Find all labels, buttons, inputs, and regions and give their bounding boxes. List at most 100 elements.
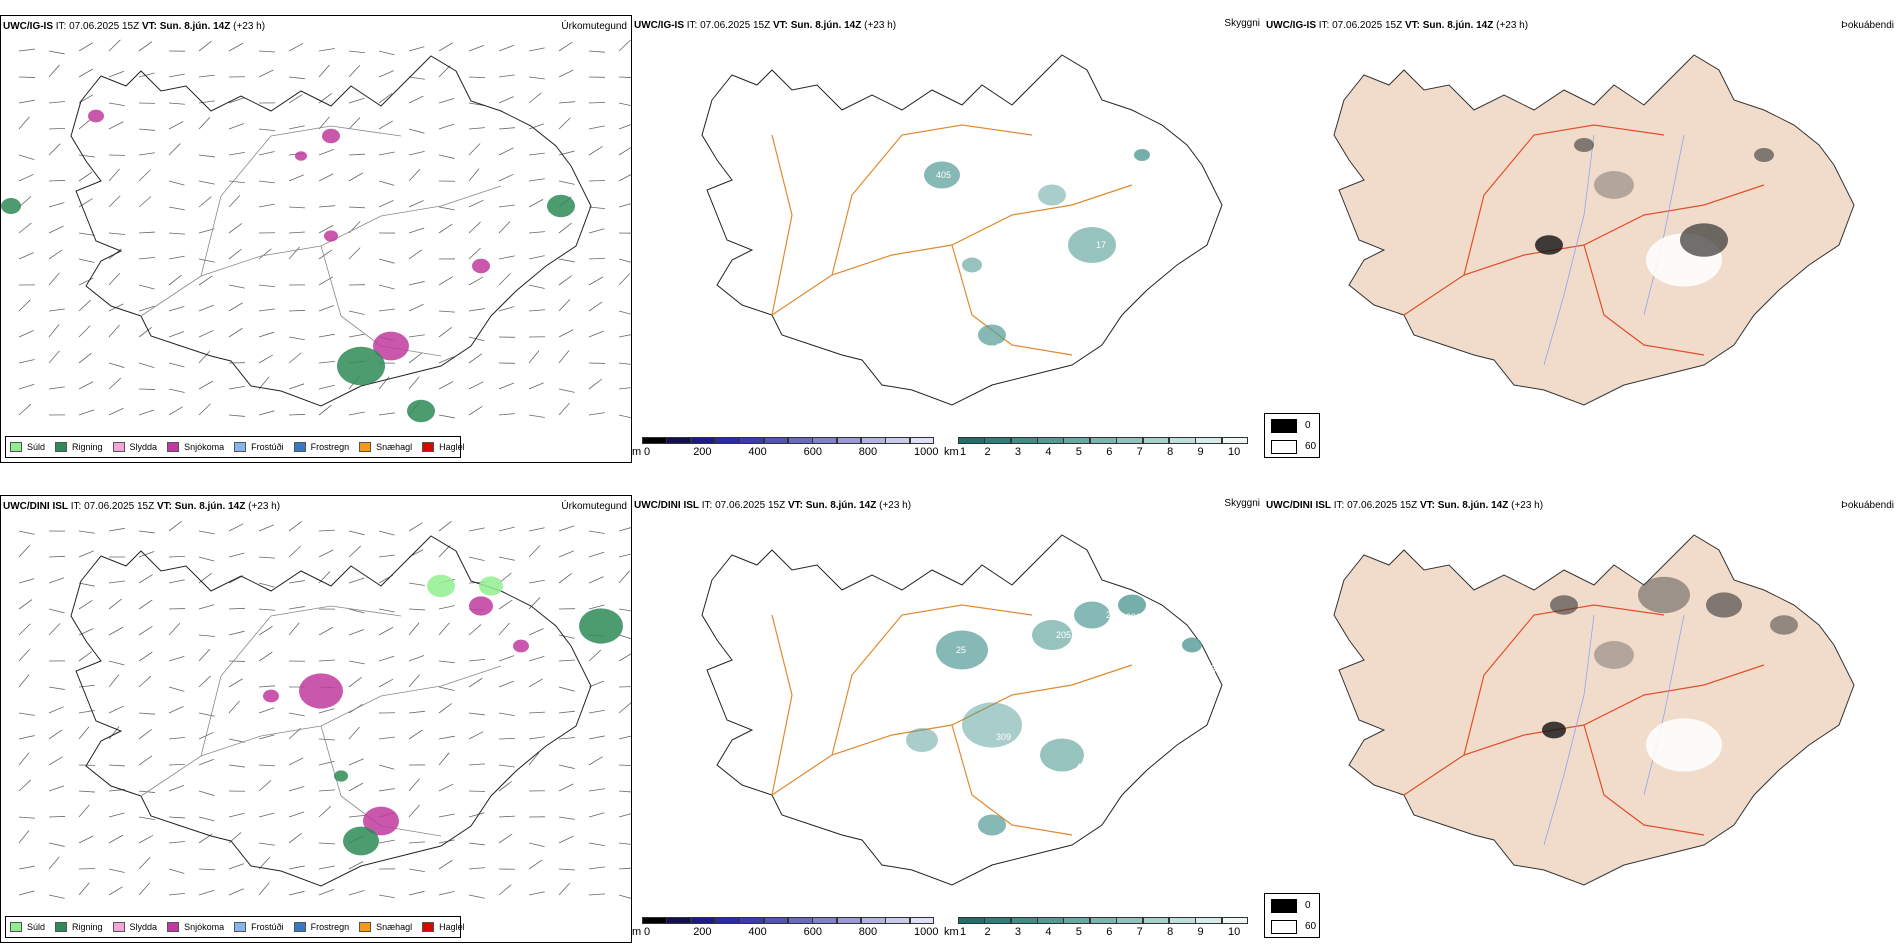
wind-barb xyxy=(468,712,485,716)
visibility-value-label: 25 xyxy=(996,342,1006,352)
visibility-area xyxy=(1040,738,1084,772)
model-name: UWC/IG-IS xyxy=(1266,20,1316,31)
wind-barb xyxy=(528,47,545,52)
colorbar-segment xyxy=(1168,437,1196,444)
wind-barb xyxy=(108,232,125,235)
colorbar-tick: 2 xyxy=(984,446,991,458)
colorbar-segment xyxy=(812,917,838,924)
wind-barb xyxy=(378,180,395,186)
visibility-area xyxy=(1038,184,1066,206)
panel-header: UWC/IG-IS IT: 07.06.2025 15Z VT: Sun. 8.… xyxy=(3,21,265,32)
legend-item: Súld xyxy=(10,922,45,932)
visibility-area xyxy=(906,728,938,752)
colorbar-segment xyxy=(715,437,740,444)
wind-barb xyxy=(558,299,571,312)
wind-barb xyxy=(498,204,515,208)
legend-swatch xyxy=(359,442,372,452)
colorbar-tick: 8 xyxy=(1167,446,1174,458)
wind-barb xyxy=(438,735,455,740)
wind-barb xyxy=(618,553,631,558)
wind-barb xyxy=(408,655,425,662)
colorbar-segment xyxy=(1037,917,1064,924)
wind-barb xyxy=(438,703,453,714)
colorbar-tick: 2 xyxy=(984,926,991,938)
colorbar-segment xyxy=(763,917,789,924)
wind-barb xyxy=(468,659,485,662)
panel-header: UWC/DINI ISL IT: 07.06.2025 15Z VT: Sun.… xyxy=(634,500,911,511)
colorbar-segment xyxy=(812,437,838,444)
wind-barb xyxy=(318,305,335,312)
wind-barb xyxy=(408,128,425,134)
wind-barb xyxy=(408,890,425,896)
visibility-value-label: 209 xyxy=(956,681,971,691)
fog-key-label: 0 xyxy=(1305,900,1311,911)
wind-barb xyxy=(378,554,395,558)
wind-barb xyxy=(318,549,334,558)
wind-barb xyxy=(138,530,155,534)
colorbar-tick: 400 xyxy=(748,446,767,458)
wind-barb xyxy=(138,305,155,312)
wind-barb xyxy=(318,760,335,766)
wind-barb xyxy=(468,336,485,342)
fog-key-swatch xyxy=(1271,899,1297,913)
colorbar-tick: 800 xyxy=(858,926,878,938)
colorbar-tick: 200 xyxy=(693,446,712,458)
wind-barb xyxy=(468,556,485,561)
wind-barb xyxy=(198,275,213,286)
colorbar-tick: 1000 xyxy=(914,926,939,938)
wind-barb xyxy=(18,252,34,260)
wind-barb xyxy=(348,758,364,766)
vt-value: Sun. 8.jún. 14Z xyxy=(1422,20,1494,31)
wind-barb xyxy=(618,570,630,584)
wind-barb xyxy=(228,575,244,584)
wind-barb xyxy=(528,76,545,80)
wind-barb xyxy=(288,174,304,182)
wind-barb xyxy=(78,726,90,740)
visibility-area xyxy=(936,630,988,670)
wind-barb xyxy=(618,702,631,714)
wind-barb xyxy=(318,48,335,52)
precip-area xyxy=(299,673,343,709)
rivers xyxy=(1543,614,1685,846)
legend-label: Snæhagl xyxy=(376,922,413,932)
wind-barb xyxy=(108,764,125,767)
legend-swatch xyxy=(422,922,435,932)
wind-barb xyxy=(618,867,631,870)
colorbar-segment xyxy=(958,437,985,444)
wind-barb xyxy=(168,180,185,186)
wind-barb xyxy=(108,834,124,844)
wind-barb xyxy=(318,789,335,792)
wind-barb xyxy=(498,764,515,768)
wind-barb xyxy=(168,892,185,896)
roads xyxy=(1403,124,1765,356)
it-label: IT: xyxy=(701,500,713,511)
visibility-area xyxy=(1074,601,1110,629)
wind-barb xyxy=(348,861,364,870)
colorbar-segment xyxy=(1010,917,1038,924)
legend-swatch xyxy=(293,922,306,932)
wind-barb xyxy=(18,299,31,312)
legend-swatch xyxy=(422,442,435,452)
legend-label: Rigning xyxy=(72,442,103,452)
visibility-areas: 405 17 158 152 25 xyxy=(924,149,1150,352)
model-name: UWC/IG-IS xyxy=(634,20,684,31)
visibility-panel-bottom: UWC/DINI ISL IT: 07.06.2025 15Z VT: Sun.… xyxy=(632,495,1264,943)
wind-barb xyxy=(198,675,211,688)
wind-barb xyxy=(18,735,35,740)
roads xyxy=(771,604,1133,836)
wind-barb xyxy=(498,44,515,52)
wind-barb xyxy=(198,530,215,535)
wind-barb xyxy=(348,411,365,416)
wind-barb xyxy=(408,868,425,873)
colorbar-segment xyxy=(885,437,911,444)
legend-swatch xyxy=(112,442,125,452)
wind-barb xyxy=(18,890,35,896)
visibility-area xyxy=(1068,227,1116,263)
wind-barb xyxy=(168,785,185,792)
visibility-area xyxy=(924,161,960,189)
colorbar-segment xyxy=(1037,437,1064,444)
wind-barb xyxy=(318,865,335,870)
fog-map xyxy=(1333,534,1855,886)
coastline xyxy=(70,55,592,407)
wind-barb xyxy=(528,414,545,418)
